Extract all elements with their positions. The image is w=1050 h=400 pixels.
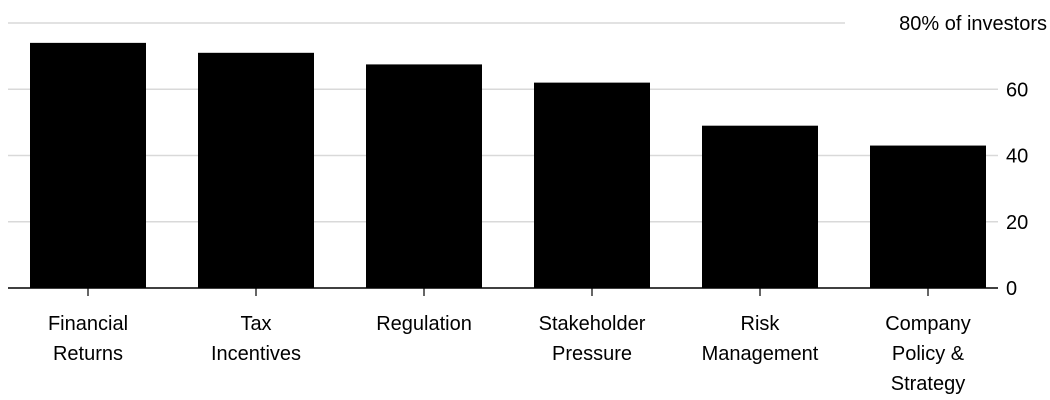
bar: [534, 82, 650, 288]
x-tick-label: Company: [885, 313, 971, 335]
y-tick-label: 20: [1006, 212, 1028, 234]
x-tick-label: Pressure: [552, 343, 632, 365]
x-tick-label: Tax: [240, 313, 271, 335]
grid-layer: [8, 22, 998, 223]
y-tick-label: 0: [1006, 278, 1017, 300]
y-tick-label: 80% of investors: [899, 13, 1047, 35]
bar: [702, 125, 818, 288]
x-tick-label: Strategy: [891, 373, 965, 395]
x-tick-label: Management: [702, 343, 819, 365]
x-tick-label: Policy &: [892, 343, 965, 365]
y-tick-label: 40: [1006, 146, 1028, 168]
bar-layer: [30, 42, 986, 288]
x-tick-label: Incentives: [211, 343, 301, 365]
x-tick-label: Financial: [48, 313, 128, 335]
y-tick-label: 60: [1006, 79, 1028, 101]
x-tick-label: Returns: [53, 343, 123, 365]
x-tick-label: Regulation: [376, 313, 472, 335]
bar: [198, 52, 314, 288]
x-tick-label: Stakeholder: [539, 313, 646, 335]
bar: [870, 145, 986, 288]
x-axis: [8, 287, 998, 296]
bar: [366, 64, 482, 288]
bar: [30, 42, 146, 288]
x-tick-label: Risk: [741, 313, 781, 335]
y-axis-tick-labels: 0 20 40 60 80% of investors: [899, 13, 1047, 300]
x-axis-category-labels: Financial Returns Tax Incentives Regulation S…: [48, 313, 971, 395]
